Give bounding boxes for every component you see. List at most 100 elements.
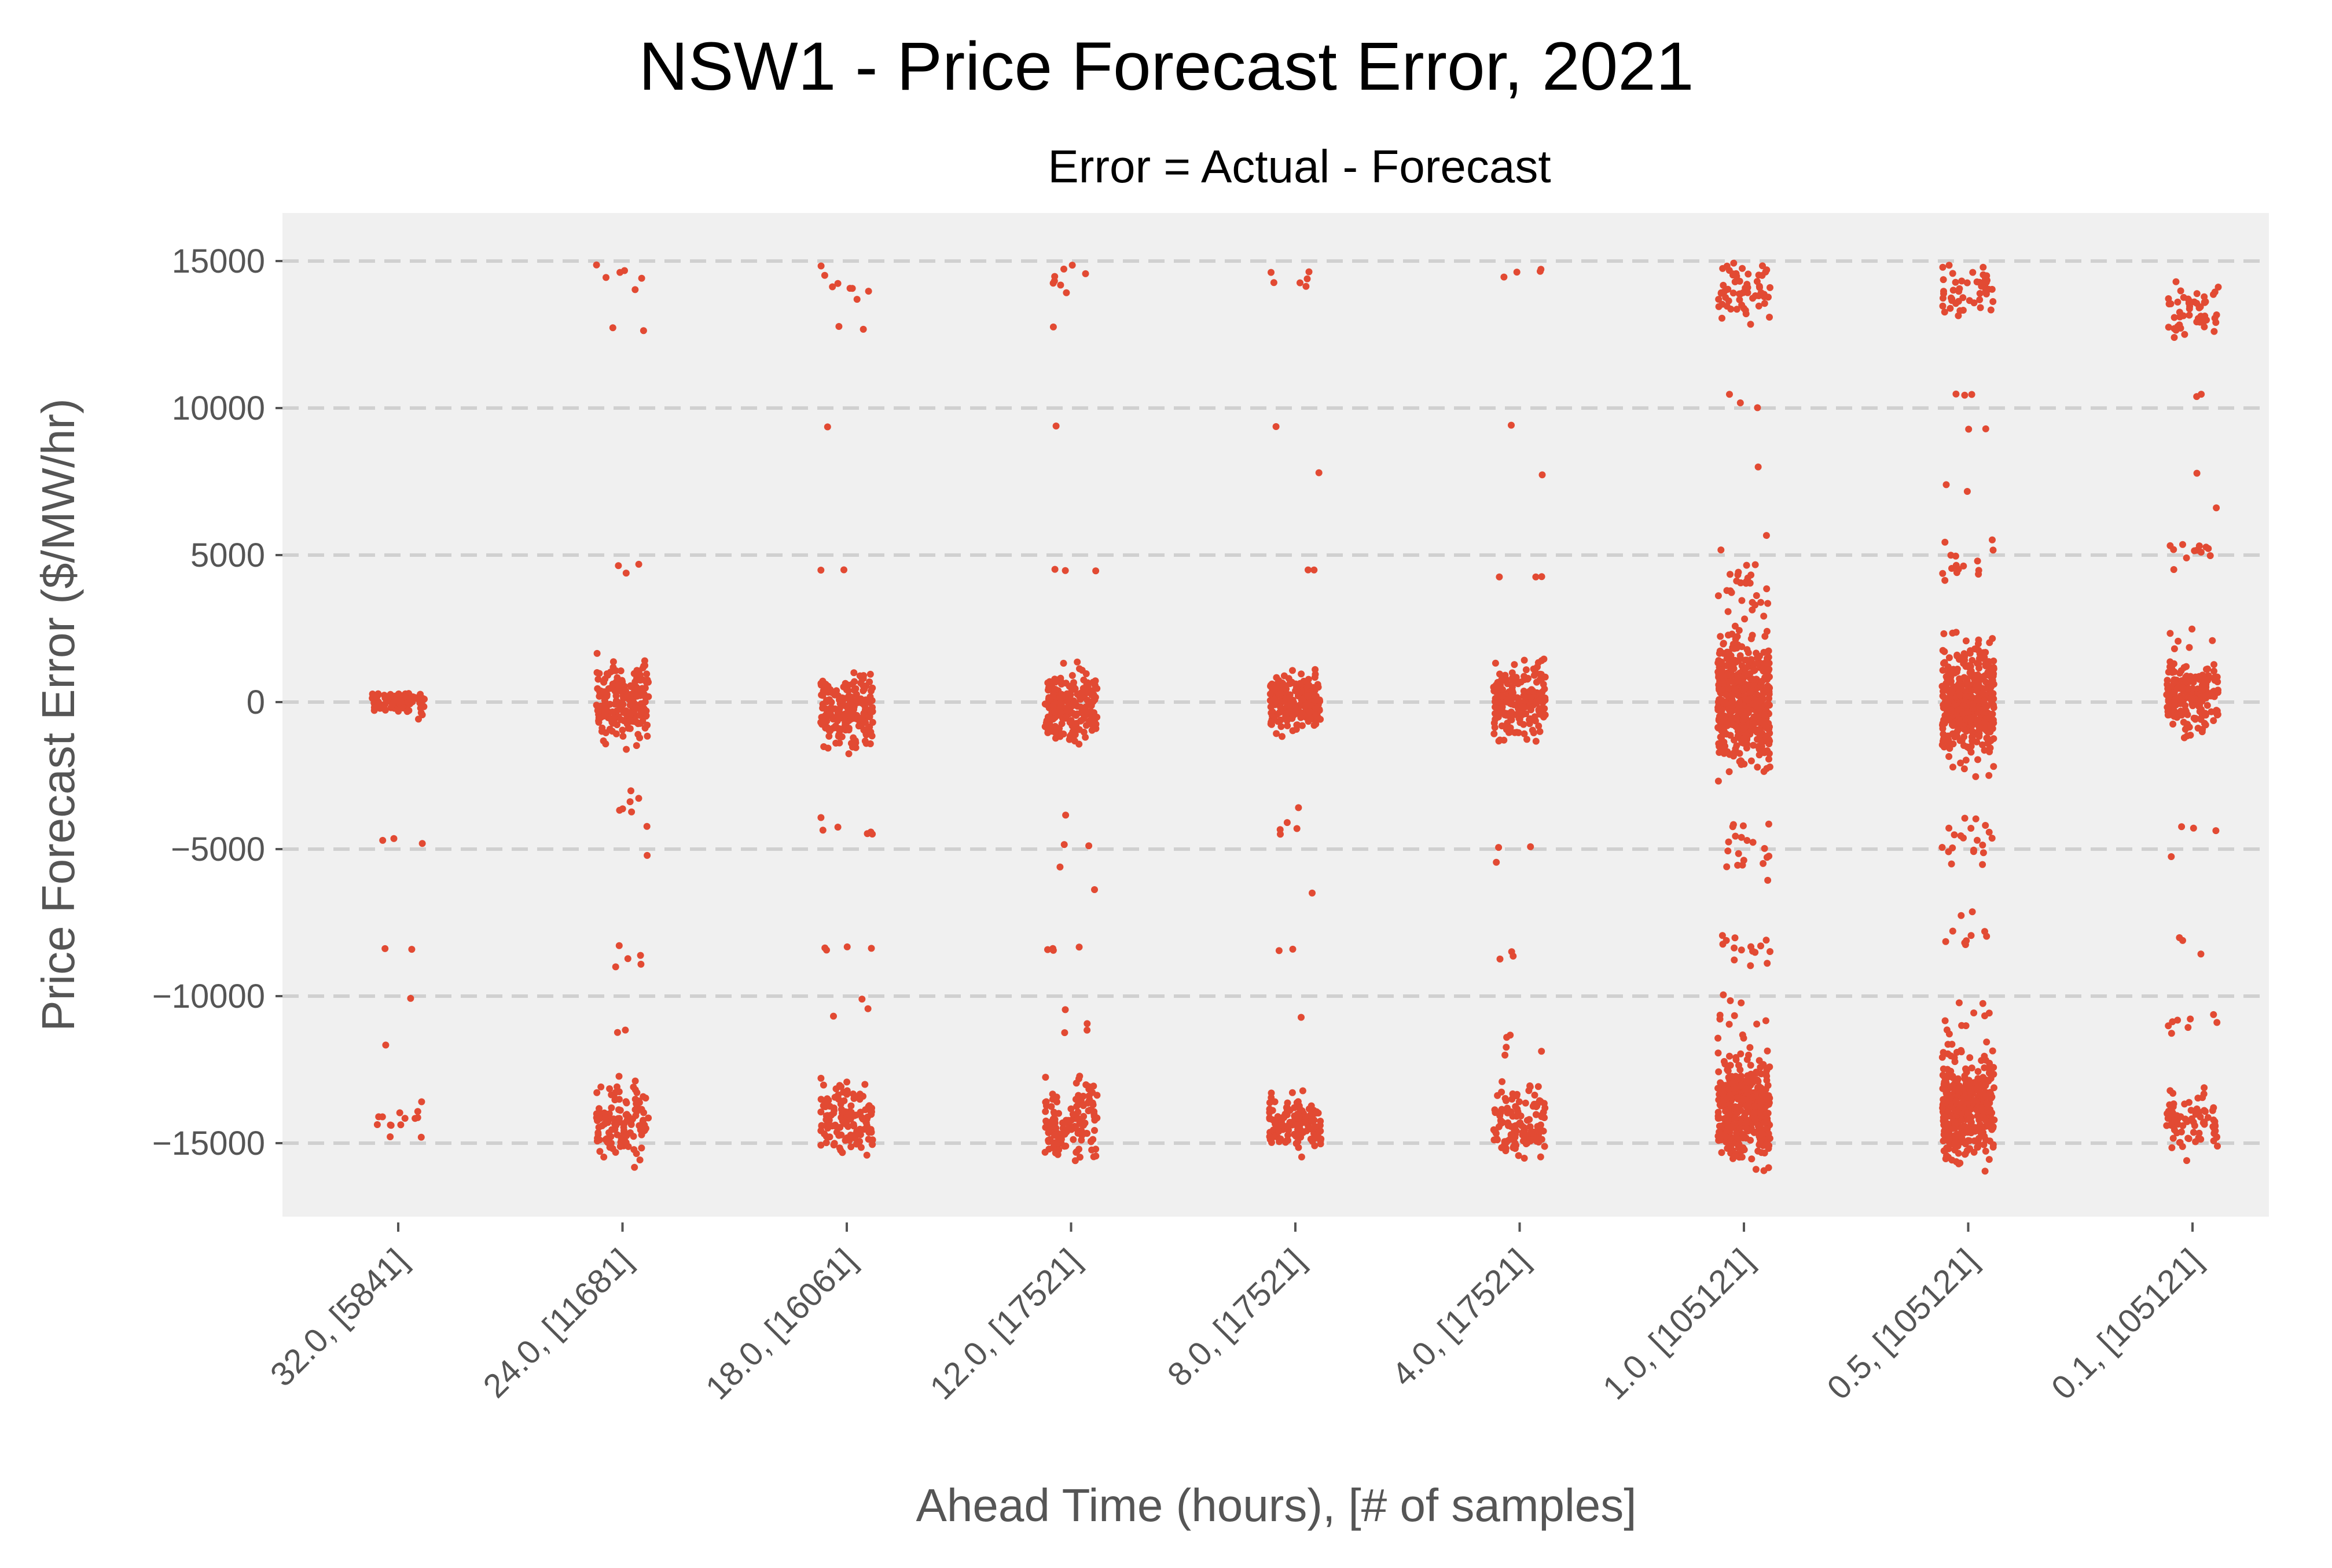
data-point [1963, 488, 1971, 495]
data-point [2193, 1105, 2201, 1112]
data-point [1740, 735, 1748, 742]
data-point [868, 945, 875, 952]
data-point [626, 1129, 634, 1136]
data-point [1982, 1092, 1990, 1100]
data-point [1748, 686, 1756, 693]
data-point [1740, 304, 1747, 312]
data-point [1736, 296, 1743, 303]
data-point [1718, 666, 1725, 674]
data-point [1975, 1136, 1982, 1143]
data-point [1046, 1123, 1054, 1130]
data-point [614, 1083, 620, 1090]
data-point [1986, 1068, 1993, 1076]
data-point [842, 1137, 849, 1144]
data-point [1962, 1150, 1969, 1158]
data-point [618, 700, 626, 708]
data-point [1763, 765, 1771, 772]
data-point [1747, 1062, 1754, 1069]
data-point [829, 283, 836, 291]
data-point [2213, 1134, 2220, 1141]
data-point [1715, 296, 1723, 303]
data-point [596, 670, 603, 677]
data-point [1071, 1157, 1079, 1165]
data-point [838, 1106, 845, 1113]
data-point [1972, 815, 1980, 822]
data-point [1310, 1124, 1317, 1132]
data-point [1503, 1044, 1510, 1051]
data-point [594, 1117, 601, 1124]
data-point [2212, 827, 2220, 835]
data-point [2175, 695, 2183, 703]
data-point [1940, 276, 1947, 284]
data-point [1972, 683, 1980, 691]
data-point [1500, 273, 1508, 281]
data-point [2213, 311, 2220, 318]
data-point [1304, 692, 1312, 699]
data-point [1941, 309, 1948, 316]
data-point [638, 1144, 645, 1152]
data-point [1516, 1119, 1523, 1127]
data-point [632, 1112, 640, 1119]
data-point [2196, 702, 2204, 709]
data-point [1084, 1130, 1091, 1137]
data-point [1765, 293, 1772, 301]
data-point [818, 1122, 825, 1129]
data-point [1092, 1152, 1100, 1160]
data-point [1750, 713, 1758, 721]
data-point [1497, 681, 1504, 689]
data-point [1754, 463, 1762, 471]
data-point [1947, 304, 1954, 312]
data-point [2164, 1110, 2171, 1117]
y-tick-label: −10000 [152, 978, 265, 1015]
data-point [1958, 1117, 1965, 1124]
data-point [1758, 677, 1766, 685]
data-point [2210, 328, 2218, 335]
data-point [1060, 841, 1068, 849]
data-point [408, 946, 416, 953]
data-point [1538, 1113, 1545, 1121]
data-point [1974, 640, 1982, 648]
data-point [418, 711, 426, 718]
data-point [1718, 1149, 1725, 1156]
data-point [638, 274, 645, 282]
data-point [1960, 765, 1968, 773]
data-point [2170, 678, 2177, 686]
data-point [2190, 1118, 2197, 1126]
data-point [597, 702, 604, 710]
data-point [1715, 303, 1723, 310]
data-point [1764, 960, 1771, 967]
data-point [634, 730, 642, 738]
data-point [2164, 685, 2172, 692]
data-point [860, 682, 866, 689]
data-point [2186, 1099, 2193, 1106]
data-point [2215, 284, 2222, 291]
data-point [855, 1140, 862, 1147]
data-point [1276, 708, 1283, 716]
data-point [612, 692, 620, 700]
data-point [1945, 1030, 1953, 1038]
data-point [1733, 644, 1740, 652]
data-point [1940, 290, 1947, 298]
data-point [627, 710, 634, 717]
data-point [1092, 725, 1100, 732]
data-point [1092, 567, 1100, 575]
data-point [644, 851, 651, 859]
data-point [1067, 717, 1075, 724]
data-point [1976, 278, 1984, 286]
data-point [1060, 730, 1067, 738]
data-point [1509, 674, 1516, 682]
data-point [1312, 705, 1320, 712]
data-point [1526, 1082, 1534, 1089]
data-point [1292, 1121, 1300, 1129]
data-point [1752, 1166, 1760, 1173]
chart-subtitle: Error = Actual - Forecast [1048, 141, 1551, 192]
data-point [1989, 1141, 1997, 1148]
data-point [1725, 1074, 1732, 1081]
data-point [2210, 667, 2217, 675]
data-point [1492, 1130, 1500, 1137]
data-point [1967, 748, 1975, 756]
data-point [1742, 1119, 1750, 1126]
data-point [1732, 832, 1739, 840]
data-point [1541, 711, 1549, 719]
